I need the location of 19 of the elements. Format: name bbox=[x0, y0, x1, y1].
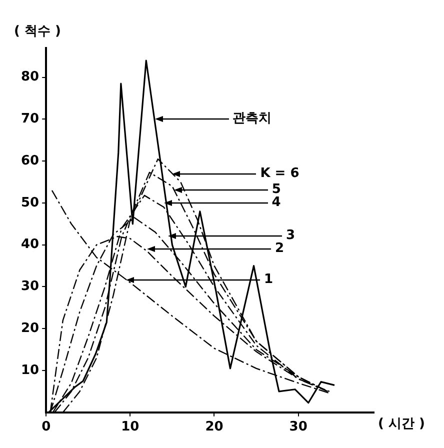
y-tick-label: 80 bbox=[20, 70, 40, 85]
y-tick-label: 20 bbox=[20, 321, 40, 336]
y-tick-label: 40 bbox=[20, 237, 40, 252]
y-tick-label: 30 bbox=[20, 279, 40, 294]
x-tick-label: 30 bbox=[289, 420, 308, 435]
x-tick-label: 20 bbox=[205, 420, 224, 435]
annotation: 관측치 bbox=[232, 110, 272, 128]
annotation: 2 bbox=[274, 240, 284, 258]
annotation: 1 bbox=[264, 271, 273, 290]
annotation: K = 6 bbox=[260, 164, 300, 183]
annotation: 3 bbox=[286, 227, 296, 246]
y-axis-title: ( 척수 ) bbox=[14, 24, 61, 39]
x-tick-label: 0 bbox=[42, 420, 51, 435]
x-tick-label: 10 bbox=[121, 420, 140, 435]
y-tick-label: 70 bbox=[20, 112, 40, 127]
y-tick-label: 60 bbox=[20, 153, 40, 168]
y-tick-label: 10 bbox=[20, 362, 40, 378]
y-tick-label: 50 bbox=[20, 195, 40, 210]
x-axis-title: ( 시간 ) bbox=[378, 416, 425, 432]
